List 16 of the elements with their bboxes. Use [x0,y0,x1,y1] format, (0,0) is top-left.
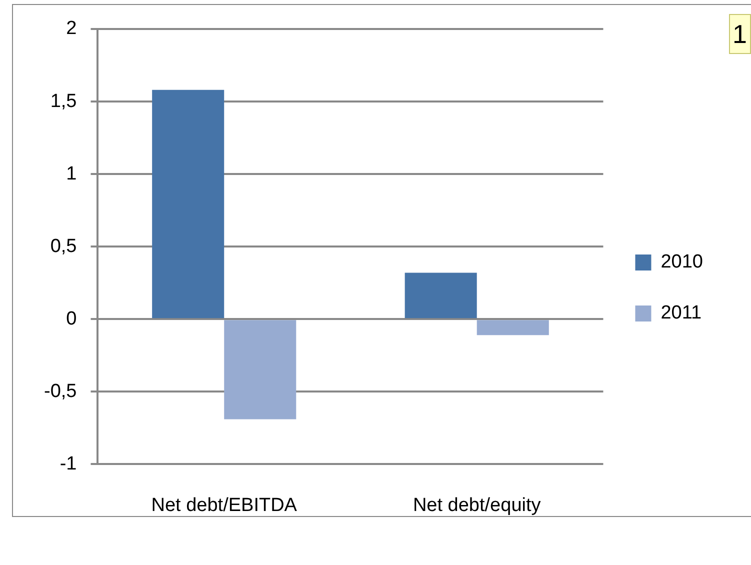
x-tick-label: Net debt/equity [412,494,542,516]
bar [152,90,224,318]
y-tick-label: 1 [66,163,77,184]
y-tick-label: 1,5 [50,90,77,112]
text: 1 [728,14,751,54]
y-tick-label: -0,5 [44,380,77,402]
y-tick-label: -1 [60,453,77,474]
bar [224,320,296,420]
y-tick-label: 2 [66,18,77,40]
y-tick-label: 0,5 [50,236,77,257]
legend-label: 2011 [660,302,702,324]
legend-label: 2010 [660,252,704,273]
x-tick-label: Net debt/EBITDA [151,494,298,516]
y-tick-label: 0 [66,308,77,330]
bar [476,320,549,336]
bar [404,272,477,318]
